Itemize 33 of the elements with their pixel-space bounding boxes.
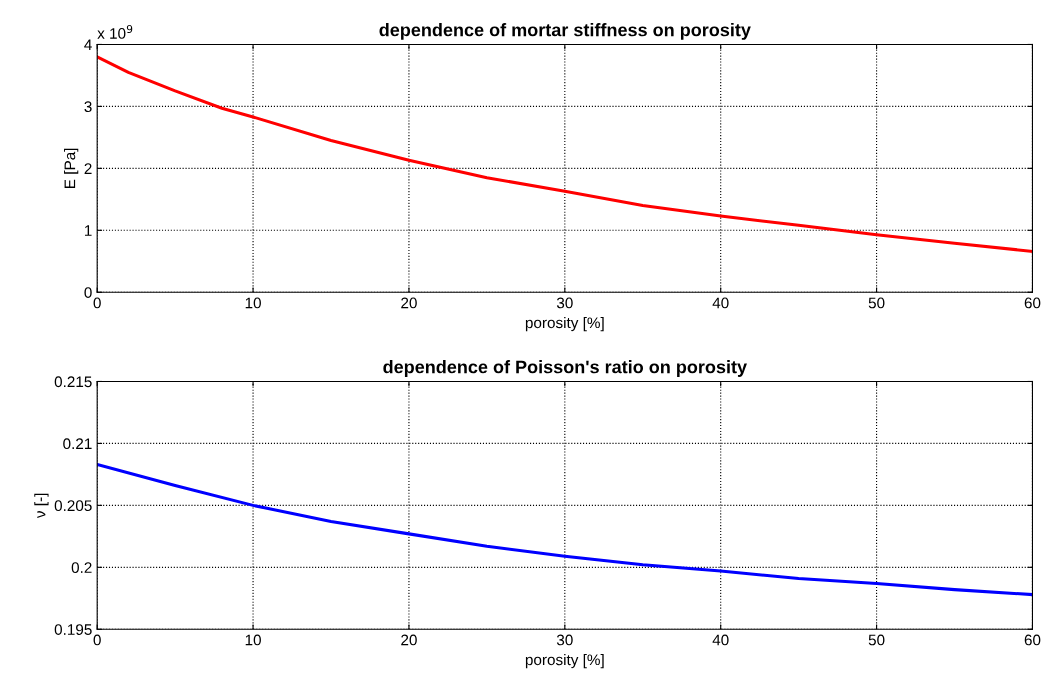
x-tick-label: 0 — [93, 634, 101, 646]
x-tick-label: 10 — [245, 297, 261, 309]
x-tick-label: 40 — [712, 297, 729, 309]
x-axis-title: porosity [%] — [525, 316, 604, 332]
text: x 10$^{9}$ — [97, 24, 133, 39]
x-tick-label: 30 — [556, 297, 573, 309]
chart-title: dependence of mortar stiffness on porosity — [379, 23, 751, 40]
y-tick-label: 0.21 — [63, 438, 92, 450]
y-tick-label: 3 — [84, 101, 92, 113]
y-tick-label: 0.215 — [54, 376, 92, 388]
x-tick-label: 40 — [712, 634, 729, 646]
x-tick-label: 50 — [868, 297, 885, 309]
x-tick-label: 0 — [93, 297, 101, 309]
x-tick-label: 20 — [401, 634, 417, 646]
line-series — [97, 462, 1033, 597]
x-tick-label: 20 — [401, 297, 417, 309]
y-tick-label: 1 — [84, 225, 92, 236]
y-tick-label: 0.195 — [54, 624, 92, 635]
x-tick-label: 60 — [1024, 634, 1041, 646]
x-tick-label: 50 — [868, 634, 885, 646]
y-tick-label: 0.205 — [54, 500, 92, 512]
chart-title: dependence of Poisson's ratio on porosity — [383, 360, 747, 377]
y-tick-label: 0 — [84, 287, 92, 298]
x-axis-title: porosity [%] — [525, 653, 604, 669]
y-tick-label: 2 — [84, 163, 92, 174]
line-series — [97, 55, 1033, 253]
y-tick-label: 0.2 — [71, 562, 92, 574]
y-tick-label: 4 — [84, 39, 92, 50]
x-tick-label: 30 — [556, 634, 573, 646]
x-tick-label: 60 — [1024, 297, 1041, 309]
y-axis-title: E [Pa] — [64, 148, 79, 188]
y-axis-title: ν [-] — [34, 493, 49, 519]
x-tick-label: 10 — [245, 634, 261, 646]
